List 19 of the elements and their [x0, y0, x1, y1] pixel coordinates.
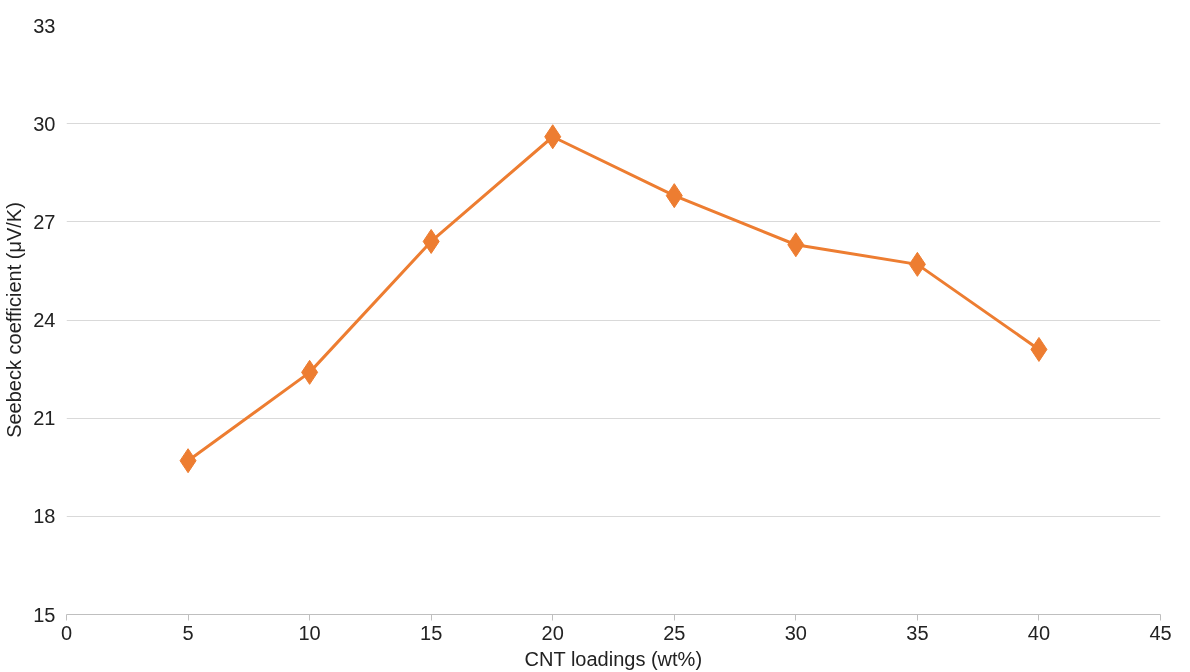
y-tick-label: 21	[33, 407, 56, 430]
y-tick-label: 33	[33, 14, 56, 37]
y-tick-label: 18	[33, 505, 56, 528]
x-tick-label: 20	[541, 621, 564, 644]
x-tick-label: 35	[906, 621, 929, 644]
x-tick-label: 10	[298, 621, 321, 644]
y-tick-label: 15	[33, 603, 56, 626]
y-tick-label: 24	[33, 309, 56, 331]
y-tick-label: 27	[33, 210, 56, 233]
x-tick-label: 40	[1027, 621, 1051, 644]
x-tick-label: 45	[1149, 621, 1172, 644]
x-axis-title: CNT loadings (wt%)	[524, 647, 703, 670]
x-tick-label: 5	[182, 621, 194, 644]
y-axis-title: Seebeck coefficient (μV/K)	[3, 202, 26, 438]
x-tick-label: 15	[420, 621, 443, 644]
x-tick-label: 0	[60, 621, 73, 644]
x-tick-label: 30	[784, 621, 807, 644]
y-tick-label: 30	[33, 112, 56, 135]
x-tick-label: 25	[663, 621, 686, 644]
